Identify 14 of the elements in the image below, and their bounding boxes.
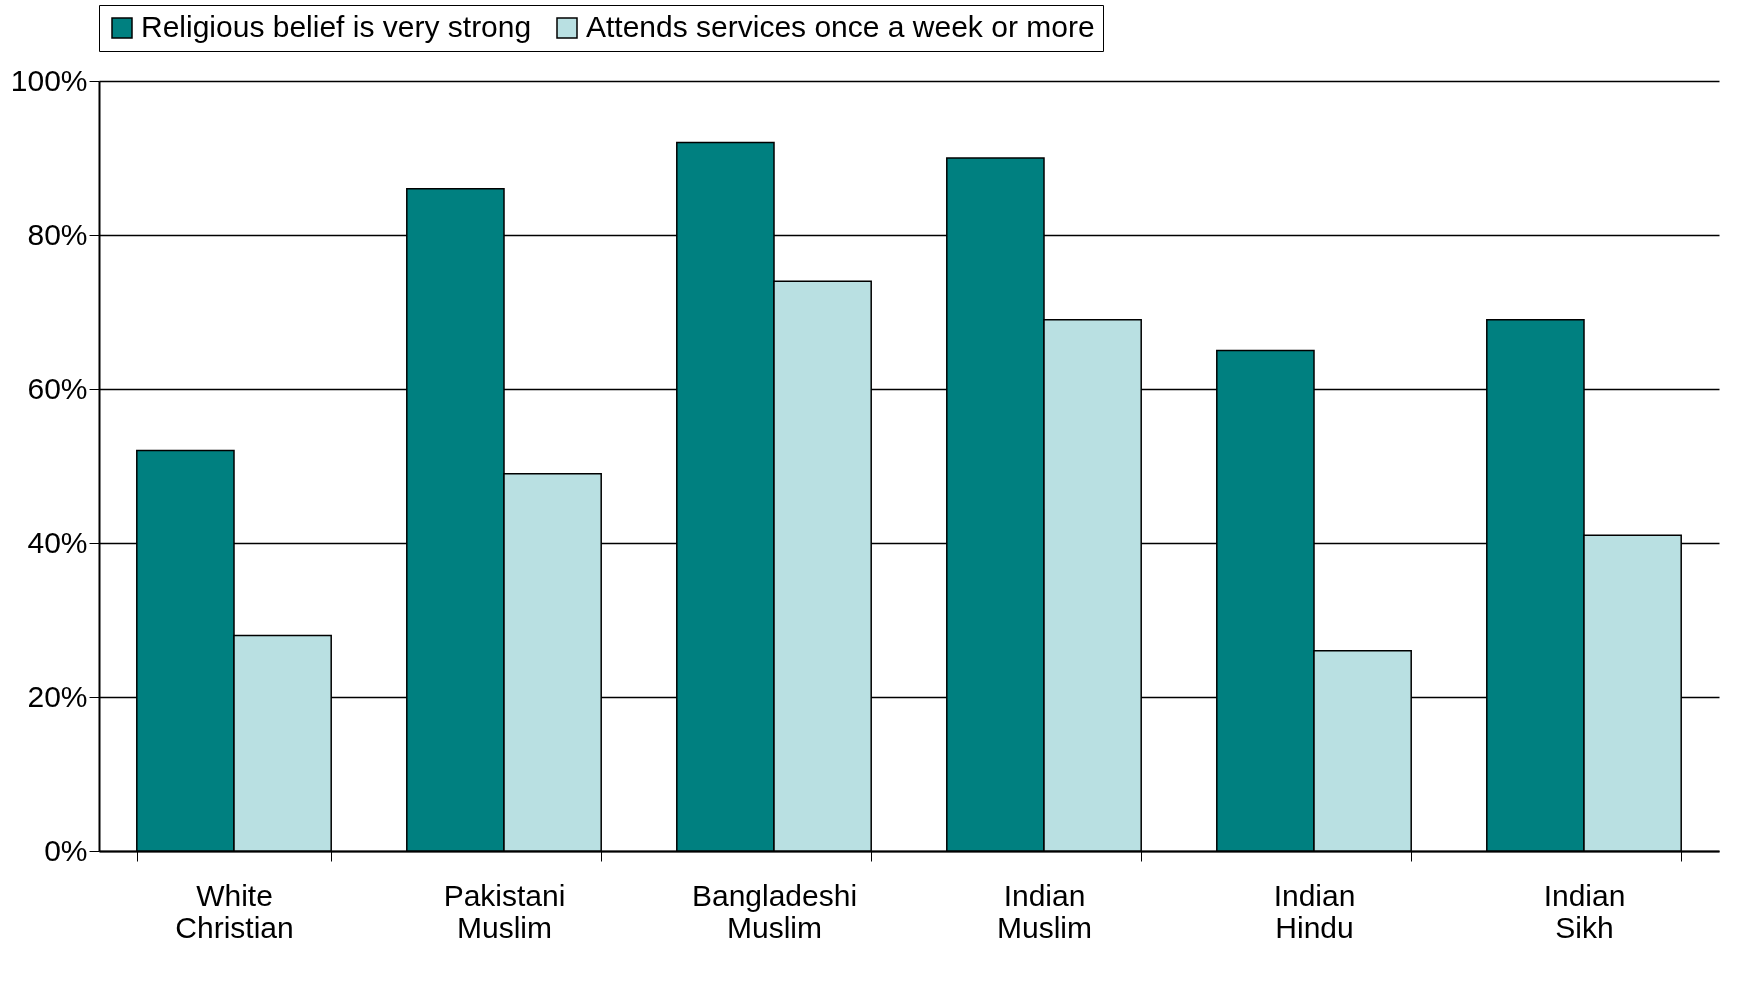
x-tick-label: Indian Sikh: [1543, 878, 1626, 944]
y-tick-label: 20%: [27, 679, 88, 713]
y-tick-label: 0%: [44, 833, 88, 867]
y-tick-label: 100%: [10, 63, 88, 97]
x-tick-label: Bangladeshi Muslim: [691, 878, 858, 944]
y-tick-label: 40%: [27, 525, 88, 559]
x-tick-label: Pakistani Muslim: [443, 878, 566, 944]
legend-label: Religious belief is very strong: [141, 10, 532, 43]
x-tick-label: White Christian: [175, 878, 294, 944]
x-tick-label: Indian Muslim: [997, 878, 1092, 944]
legend-label: Attends services once a week or more: [586, 10, 1095, 43]
x-tick-label: Indian Hindu: [1273, 878, 1356, 944]
y-tick-label: 60%: [27, 371, 88, 405]
y-tick-label: 80%: [27, 217, 88, 251]
